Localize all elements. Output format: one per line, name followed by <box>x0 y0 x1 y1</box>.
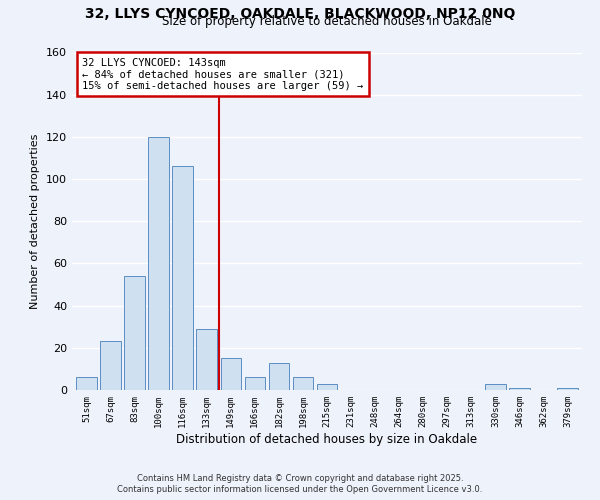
Text: Contains HM Land Registry data © Crown copyright and database right 2025.
Contai: Contains HM Land Registry data © Crown c… <box>118 474 482 494</box>
Bar <box>293 378 313 390</box>
Bar <box>148 137 169 390</box>
Bar <box>269 362 289 390</box>
Title: Size of property relative to detached houses in Oakdale: Size of property relative to detached ho… <box>162 14 492 28</box>
Text: 32, LLYS CYNCOED, OAKDALE, BLACKWOOD, NP12 0NQ: 32, LLYS CYNCOED, OAKDALE, BLACKWOOD, NP… <box>85 8 515 22</box>
Bar <box>485 384 506 390</box>
X-axis label: Distribution of detached houses by size in Oakdale: Distribution of detached houses by size … <box>176 432 478 446</box>
Bar <box>245 378 265 390</box>
Bar <box>100 342 121 390</box>
Bar <box>557 388 578 390</box>
Text: 32 LLYS CYNCOED: 143sqm
← 84% of detached houses are smaller (321)
15% of semi-d: 32 LLYS CYNCOED: 143sqm ← 84% of detache… <box>82 58 364 91</box>
Y-axis label: Number of detached properties: Number of detached properties <box>31 134 40 309</box>
Bar <box>317 384 337 390</box>
Bar <box>221 358 241 390</box>
Bar <box>196 329 217 390</box>
Bar <box>172 166 193 390</box>
Bar <box>124 276 145 390</box>
Bar <box>76 378 97 390</box>
Bar <box>509 388 530 390</box>
